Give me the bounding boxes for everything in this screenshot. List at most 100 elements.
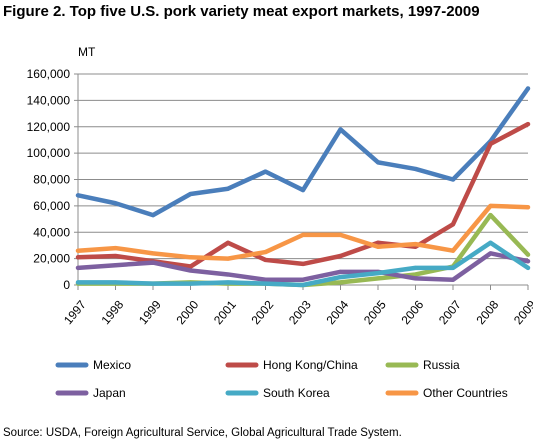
series-point <box>338 232 343 237</box>
x-tick-label: 2000 <box>173 297 201 327</box>
series-point <box>526 122 530 127</box>
x-tick-label: 2005 <box>361 297 389 327</box>
series-point <box>413 276 418 281</box>
series-point <box>76 255 80 260</box>
series-point <box>113 246 118 251</box>
series-point <box>526 86 530 91</box>
series-point <box>151 281 155 286</box>
legend-label: Russia <box>423 358 460 372</box>
series-point <box>188 264 193 269</box>
series-point <box>413 166 418 171</box>
series-point <box>226 240 230 245</box>
series-point <box>376 244 380 249</box>
y-tick-label: 160,000 <box>27 67 71 81</box>
y-tick-label: 80,000 <box>33 173 70 187</box>
series-point <box>526 265 530 270</box>
series-point <box>451 177 455 182</box>
y-tick-label: 60,000 <box>33 199 70 213</box>
x-tick-label: 2006 <box>398 297 426 327</box>
series-point <box>526 205 530 210</box>
series-point <box>301 277 305 282</box>
series-point <box>376 160 380 165</box>
series-point <box>488 251 493 256</box>
series-point <box>301 283 305 287</box>
series-point <box>376 240 380 245</box>
legend-layer: Mexico Hong Kong/China Russia Japan South Ko… <box>55 358 508 400</box>
y-tick-label: 120,000 <box>27 120 71 134</box>
grid-layer <box>78 73 528 286</box>
axis-layer: 0 20,000 40,000 60,000 80,000 100,000 120,000 1… <box>27 67 533 327</box>
series-point <box>113 280 118 285</box>
y-tick-label: 140,000 <box>27 93 71 107</box>
series-point <box>188 281 193 286</box>
x-tick-label: 2004 <box>323 297 351 327</box>
series-point <box>451 265 455 270</box>
series-point <box>413 265 418 270</box>
y-tick-label: 100,000 <box>27 146 71 160</box>
series-point <box>226 256 230 261</box>
legend-label: Other Countries <box>423 386 508 400</box>
x-tick-label: 2009 <box>511 297 533 327</box>
series-point <box>413 272 418 277</box>
series-point <box>488 240 493 245</box>
series-point <box>188 192 193 197</box>
y-tick-label: 40,000 <box>33 225 70 239</box>
series-point <box>263 257 268 262</box>
series-point <box>488 141 493 146</box>
series-point <box>151 213 155 218</box>
series-point <box>451 277 455 282</box>
series-point <box>338 127 343 132</box>
series-point <box>113 253 118 258</box>
y-tick-label: 0 <box>63 278 70 292</box>
series-point <box>188 255 193 260</box>
x-tick-label: 1997 <box>61 297 89 327</box>
series-line-mexico <box>75 86 531 218</box>
series-layer <box>75 86 531 288</box>
series-point <box>263 277 268 282</box>
series-point <box>226 272 230 277</box>
y-axis-unit-label: MT <box>78 45 96 59</box>
chart-title: Figure 2. Top five U.S. pork variety mea… <box>3 3 480 20</box>
series-point <box>263 281 268 286</box>
series-point <box>451 248 455 253</box>
series-point <box>301 261 305 266</box>
series-point <box>76 265 80 270</box>
series-point <box>451 222 455 227</box>
series-point <box>338 269 343 274</box>
legend-label: South Korea <box>263 386 330 400</box>
legend-label: Hong Kong/China <box>263 358 358 372</box>
x-tick-label: 1998 <box>98 297 126 327</box>
series-point <box>151 260 155 265</box>
series-point <box>226 186 230 191</box>
source-note: Source: USDA, Foreign Agricultural Servi… <box>3 427 402 439</box>
legend-label: Mexico <box>93 358 131 372</box>
series-point <box>413 242 418 247</box>
series-point <box>76 193 80 198</box>
series-point <box>188 268 193 273</box>
x-tick-label: 1999 <box>136 297 164 327</box>
series-point <box>76 280 80 285</box>
series-point <box>151 251 155 256</box>
series-point <box>338 253 343 258</box>
series-point <box>113 263 118 268</box>
x-tick-label: 2001 <box>211 297 239 327</box>
y-tick-label: 20,000 <box>33 252 70 266</box>
series-point <box>338 280 343 285</box>
series-point <box>263 250 268 255</box>
x-tick-label: 2007 <box>436 297 464 327</box>
x-tick-label: 2003 <box>286 297 314 327</box>
series-point <box>338 275 343 280</box>
x-tick-label: 2008 <box>473 297 501 327</box>
series-point <box>301 188 305 193</box>
series-point <box>113 201 118 206</box>
series-point <box>376 271 380 276</box>
legend-label: Japan <box>93 386 126 400</box>
series-point <box>76 248 80 253</box>
series-point <box>526 259 530 264</box>
series-point <box>376 276 380 281</box>
series-point <box>488 213 493 218</box>
x-tick-label: 2002 <box>248 297 276 327</box>
series-point <box>526 252 530 257</box>
series-point <box>488 203 493 208</box>
